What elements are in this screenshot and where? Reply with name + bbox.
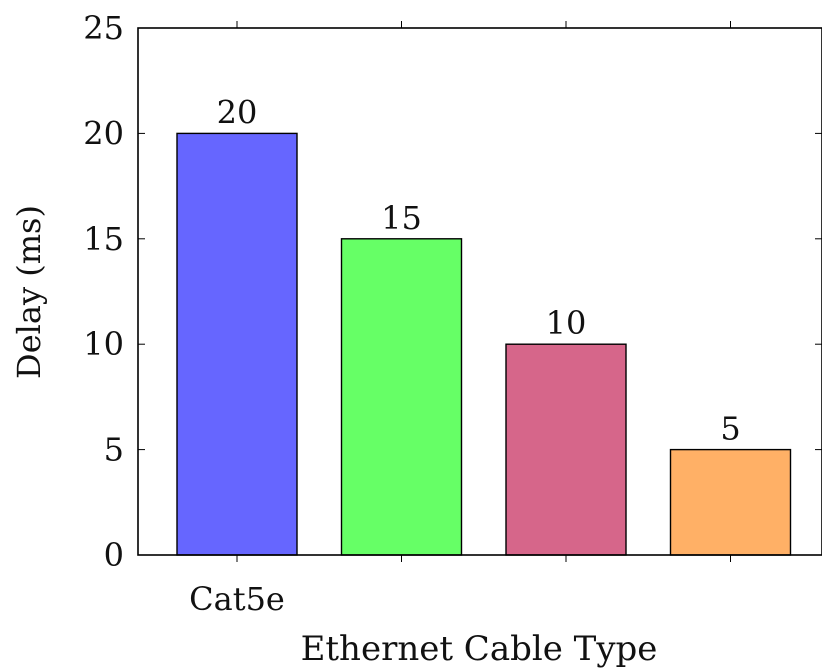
y-tick-label: 0 (104, 536, 124, 574)
bar (176, 132, 298, 556)
x-tick-labels: Cat5e (189, 580, 285, 618)
y-tick-label: 10 (83, 325, 124, 363)
y-tick-label: 5 (104, 431, 124, 469)
x-tick-label: Cat5e (189, 580, 285, 618)
bar (505, 343, 627, 556)
data-labels: 20 15 10 5 (217, 93, 741, 447)
x-axis-label: Ethernet Cable Type (301, 629, 658, 669)
y-tick-label: 15 (83, 220, 124, 258)
plot-frame (137, 27, 822, 556)
bar-value-label: 20 (217, 93, 258, 131)
bar-value-label: 15 (381, 199, 422, 237)
y-axis-label: Delay (ms) (10, 205, 48, 379)
bar (669, 448, 792, 556)
bar-value-label: 10 (546, 304, 587, 342)
bars (176, 132, 792, 556)
bar (340, 238, 463, 556)
y-tick-labels: 0 5 10 15 20 25 (83, 9, 124, 574)
y-tick-label: 20 (83, 114, 124, 152)
bar-value-label: 5 (720, 410, 740, 448)
y-tick-label: 25 (83, 9, 124, 47)
